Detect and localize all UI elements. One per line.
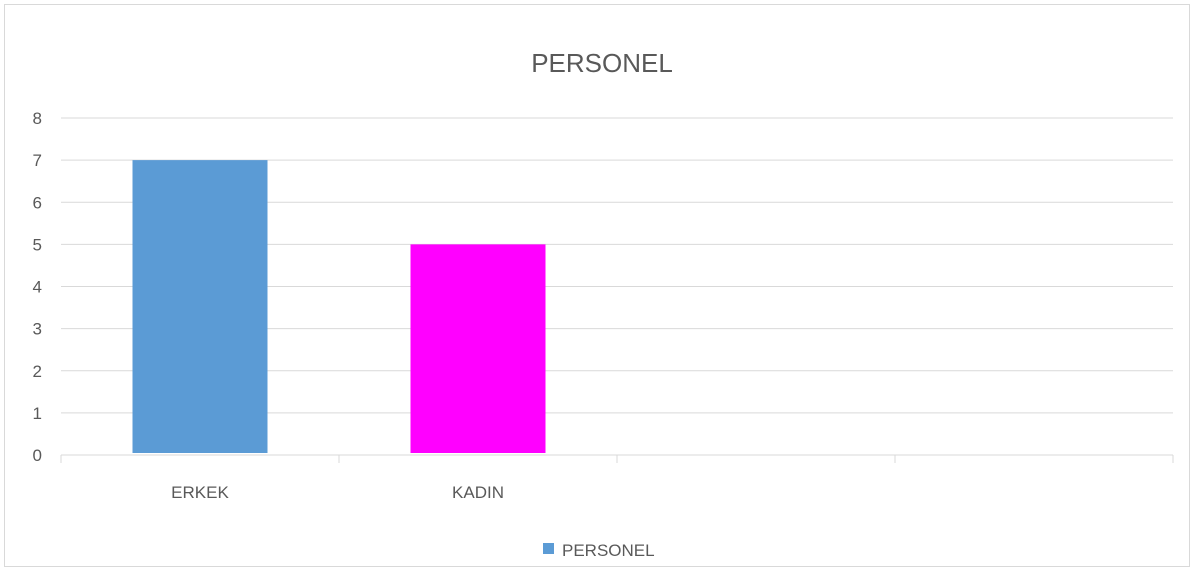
x-axis-ticks: ERKEK KADIN <box>171 483 504 502</box>
y-tick-label: 5 <box>33 235 42 254</box>
chart-title: PERSONEL <box>531 48 673 78</box>
legend-label: PERSONEL <box>562 541 655 560</box>
y-tick-label: 4 <box>33 278 42 297</box>
y-axis-ticks: 0 1 2 3 4 5 6 7 8 <box>33 109 42 465</box>
legend-swatch <box>543 543 554 554</box>
bar-kadin <box>410 244 546 453</box>
y-tick-label: 1 <box>33 404 42 423</box>
y-tick-label: 6 <box>33 193 42 212</box>
x-tick-label: KADIN <box>452 483 504 502</box>
y-tick-label: 0 <box>33 446 42 465</box>
y-tick-label: 7 <box>33 151 42 170</box>
y-tick-label: 8 <box>33 109 42 128</box>
bars <box>132 160 546 453</box>
y-tick-label: 3 <box>33 320 42 339</box>
x-tick-label: ERKEK <box>171 483 229 502</box>
legend: PERSONEL <box>543 541 655 560</box>
y-tick-label: 2 <box>33 362 42 381</box>
x-axis <box>60 454 1174 463</box>
bar-erkek <box>132 160 268 453</box>
